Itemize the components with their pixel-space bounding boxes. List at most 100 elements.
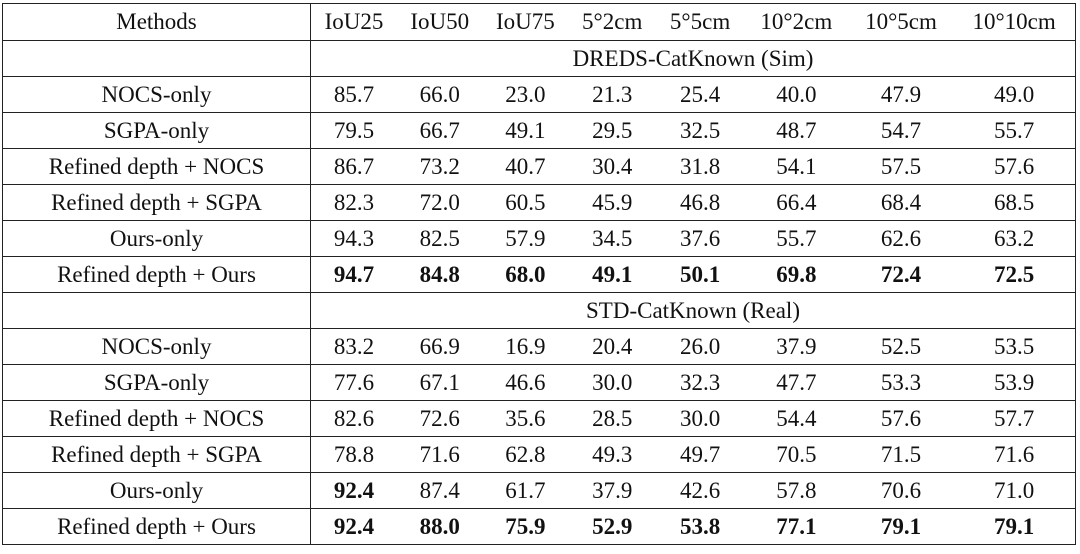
value-cell: 72.5 <box>953 256 1077 293</box>
data-row: Refined depth + SGPA 78.8 71.6 62.8 49.3 49.7… <box>2 436 1077 473</box>
value-cell: 71.5 <box>848 436 954 473</box>
method-cell: Refined depth + Ours <box>2 508 311 545</box>
value-cell: 72.6 <box>396 400 483 437</box>
value-cell: 63.2 <box>953 220 1077 257</box>
data-row: NOCS-only 85.7 66.0 23.0 21.3 25.4 40.0 47.9 49.… <box>2 76 1077 113</box>
value-cell: 53.3 <box>848 364 954 401</box>
value-cell: 49.3 <box>568 436 657 473</box>
value-cell: 92.4 <box>310 472 397 509</box>
value-cell: 32.3 <box>656 364 744 401</box>
section-title: STD-CatKnown (Real) <box>310 292 1076 329</box>
value-cell: 54.1 <box>744 148 849 185</box>
method-cell: SGPA-only <box>2 112 311 149</box>
value-cell: 47.9 <box>848 76 954 113</box>
data-row: SGPA-only 79.5 66.7 49.1 29.5 32.5 48.7 54.7 55.… <box>2 112 1077 149</box>
value-cell: 84.8 <box>396 256 483 293</box>
value-cell: 66.9 <box>396 328 483 365</box>
column-header: 10°2cm <box>744 3 849 41</box>
value-cell: 66.7 <box>396 112 483 149</box>
method-cell: Refined depth + SGPA <box>2 184 311 221</box>
value-cell: 57.6 <box>953 148 1077 185</box>
value-cell: 48.7 <box>744 112 849 149</box>
value-cell: 87.4 <box>396 472 483 509</box>
header-row: Methods IoU25 IoU50 IoU75 5°2cm 5°5cm 10°2cm 10… <box>2 3 1077 41</box>
value-cell: 29.5 <box>568 112 657 149</box>
column-header: 10°5cm <box>848 3 954 41</box>
value-cell: 53.9 <box>953 364 1077 401</box>
value-cell: 83.2 <box>310 328 397 365</box>
value-cell: 70.5 <box>744 436 849 473</box>
value-cell: 55.7 <box>953 112 1077 149</box>
value-cell: 88.0 <box>396 508 483 545</box>
value-cell: 25.4 <box>656 76 744 113</box>
value-cell: 54.7 <box>848 112 954 149</box>
value-cell: 32.5 <box>656 112 744 149</box>
value-cell: 52.9 <box>568 508 657 545</box>
value-cell: 55.7 <box>744 220 849 257</box>
value-cell: 79.5 <box>310 112 397 149</box>
value-cell: 62.8 <box>482 436 569 473</box>
section-row: STD-CatKnown (Real) <box>2 292 1076 329</box>
value-cell: 53.5 <box>953 328 1077 365</box>
value-cell: 75.9 <box>482 508 569 545</box>
value-cell: 30.0 <box>568 364 657 401</box>
empty-cell <box>2 40 311 77</box>
value-cell: 67.1 <box>396 364 483 401</box>
table-body: Methods IoU25 IoU50 IoU75 5°2cm 5°5cm 10°2cm 10… <box>2 3 1077 545</box>
value-cell: 54.4 <box>744 400 849 437</box>
data-row: Ours-only 94.3 82.5 57.9 34.5 37.6 55.7 62.6 63.… <box>2 220 1077 257</box>
value-cell: 49.0 <box>953 76 1077 113</box>
data-row: Refined depth + Ours 92.4 88.0 75.9 52.9 53.8… <box>2 508 1077 545</box>
column-header: IoU50 <box>396 3 483 41</box>
value-cell: 78.8 <box>310 436 397 473</box>
value-cell: 68.5 <box>953 184 1077 221</box>
value-cell: 37.9 <box>744 328 849 365</box>
value-cell: 52.5 <box>848 328 954 365</box>
value-cell: 30.0 <box>656 400 744 437</box>
value-cell: 37.6 <box>656 220 744 257</box>
value-cell: 20.4 <box>568 328 657 365</box>
value-cell: 66.4 <box>744 184 849 221</box>
value-cell: 66.0 <box>396 76 483 113</box>
value-cell: 77.1 <box>744 508 849 545</box>
method-cell: Refined depth + NOCS <box>2 148 311 185</box>
value-cell: 77.6 <box>310 364 397 401</box>
method-cell: Refined depth + NOCS <box>2 400 311 437</box>
value-cell: 49.1 <box>568 256 657 293</box>
section-row: DREDS-CatKnown (Sim) <box>2 40 1076 77</box>
value-cell: 94.7 <box>310 256 397 293</box>
value-cell: 57.7 <box>953 400 1077 437</box>
value-cell: 62.6 <box>848 220 954 257</box>
data-row: NOCS-only 83.2 66.9 16.9 20.4 26.0 37.9 52.5 53.… <box>2 328 1077 365</box>
value-cell: 57.8 <box>744 472 849 509</box>
method-cell: Ours-only <box>2 472 311 509</box>
data-row: Refined depth + NOCS 86.7 73.2 40.7 30.4 31.8… <box>2 148 1077 185</box>
data-row: Refined depth + Ours 94.7 84.8 68.0 49.1 50.1… <box>2 256 1077 293</box>
method-cell: Refined depth + Ours <box>2 256 311 293</box>
column-header: IoU75 <box>482 3 569 41</box>
value-cell: 16.9 <box>482 328 569 365</box>
method-cell: NOCS-only <box>2 328 311 365</box>
value-cell: 45.9 <box>568 184 657 221</box>
results-table: Methods IoU25 IoU50 IoU75 5°2cm 5°5cm 10°2cm 10… <box>2 3 1077 545</box>
value-cell: 49.7 <box>656 436 744 473</box>
value-cell: 40.0 <box>744 76 849 113</box>
empty-cell <box>2 292 311 329</box>
value-cell: 73.2 <box>396 148 483 185</box>
value-cell: 68.4 <box>848 184 954 221</box>
column-header: 5°2cm <box>568 3 657 41</box>
value-cell: 26.0 <box>656 328 744 365</box>
column-header: IoU25 <box>310 3 397 41</box>
value-cell: 34.5 <box>568 220 657 257</box>
value-cell: 72.4 <box>848 256 954 293</box>
value-cell: 57.6 <box>848 400 954 437</box>
column-header: 10°10cm <box>953 3 1077 41</box>
value-cell: 92.4 <box>310 508 397 545</box>
value-cell: 21.3 <box>568 76 657 113</box>
value-cell: 31.8 <box>656 148 744 185</box>
value-cell: 79.1 <box>953 508 1077 545</box>
value-cell: 82.3 <box>310 184 397 221</box>
value-cell: 86.7 <box>310 148 397 185</box>
value-cell: 69.8 <box>744 256 849 293</box>
